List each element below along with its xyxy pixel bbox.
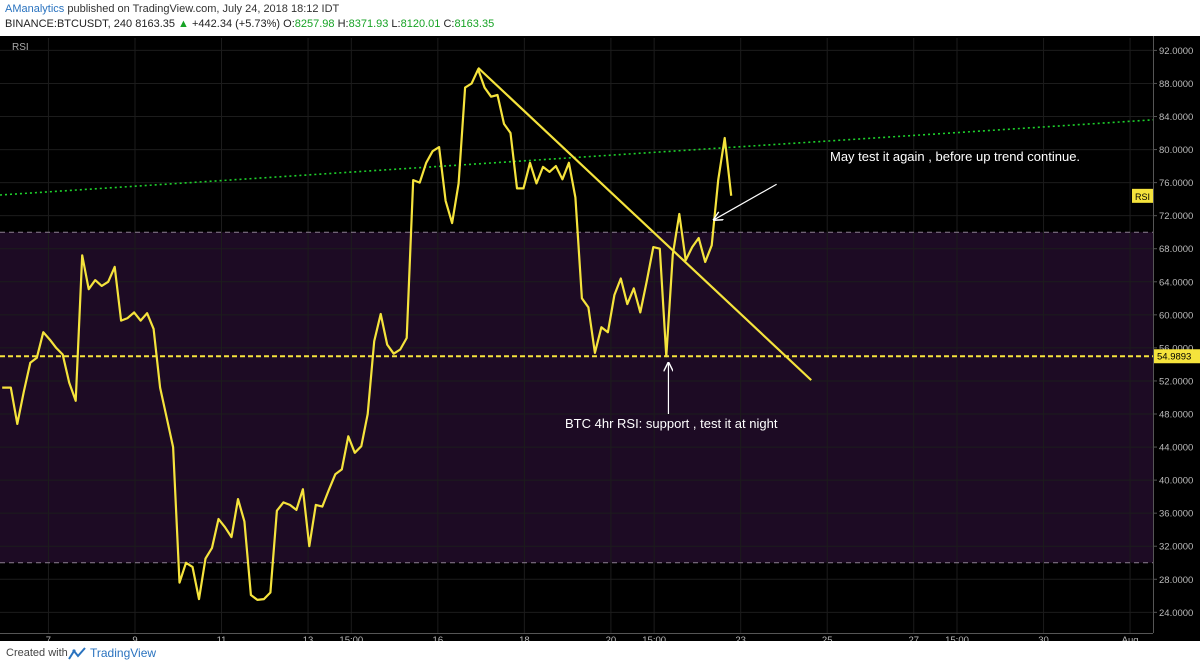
x-tick-label: 11 bbox=[217, 635, 227, 641]
support-price-badge: 54.9893 bbox=[1157, 352, 1191, 363]
rsi-band bbox=[0, 232, 1153, 563]
y-tick-label: 68.0000 bbox=[1159, 244, 1193, 255]
x-tick-label: 7 bbox=[46, 635, 51, 641]
y-tick-label: 32.0000 bbox=[1159, 542, 1193, 553]
rsi-badge: RSI bbox=[1135, 192, 1150, 202]
low-label: L: bbox=[391, 18, 401, 30]
y-tick-label: 36.0000 bbox=[1159, 509, 1193, 520]
y-tick-label: 60.0000 bbox=[1159, 310, 1193, 321]
indicator-label: RSI bbox=[12, 42, 29, 53]
y-tick-label: 56.0000 bbox=[1159, 343, 1193, 354]
y-tick-label: 64.0000 bbox=[1159, 277, 1193, 288]
y-tick-label: 80.0000 bbox=[1159, 145, 1193, 156]
publish-info: AManalytics published on TradingView.com… bbox=[5, 3, 339, 15]
low-value: 8120.01 bbox=[400, 18, 441, 30]
y-tick-label: 40.0000 bbox=[1159, 476, 1193, 487]
x-tick-label: 15:00 bbox=[945, 635, 969, 641]
open-value: 8257.98 bbox=[294, 18, 335, 30]
annotation-support: BTC 4hr RSI: support , test it at night bbox=[565, 416, 778, 431]
x-tick-label: 9 bbox=[132, 635, 137, 641]
x-tick-label: Aug bbox=[1122, 635, 1139, 641]
downtrend-line bbox=[477, 66, 812, 381]
x-tick-label: 30 bbox=[1038, 635, 1049, 641]
y-tick-label: 28.0000 bbox=[1159, 575, 1193, 586]
last-price: 8163.35 bbox=[135, 18, 175, 30]
x-tick-label: 16 bbox=[433, 635, 444, 641]
x-tick-label: 18 bbox=[519, 635, 530, 641]
high-label: H: bbox=[337, 18, 349, 30]
x-tick-label: 15:00 bbox=[642, 635, 666, 641]
published-text: published on TradingView.com, July 24, 2… bbox=[67, 3, 340, 15]
x-tick-label: 27 bbox=[908, 635, 919, 641]
close-label: C: bbox=[443, 18, 455, 30]
rsi-badge-box bbox=[1132, 188, 1153, 203]
symbol-label: BINANCE:BTCUSDT, 240 bbox=[5, 18, 133, 30]
x-tick-label: 25 bbox=[822, 635, 833, 641]
author-link[interactable]: AManalytics bbox=[5, 3, 65, 15]
rsi-series-line bbox=[2, 68, 733, 602]
y-tick-label: 44.0000 bbox=[1159, 443, 1193, 454]
x-tick-label: 23 bbox=[735, 635, 746, 641]
y-tick-label: 88.0000 bbox=[1159, 79, 1193, 90]
rsi-chart[interactable]: May test it again , before up trend cont… bbox=[0, 36, 1200, 646]
rsi-chart-svg[interactable]: May test it again , before up trend cont… bbox=[0, 36, 1200, 646]
close-value: 8163.35 bbox=[454, 18, 495, 30]
y-tick-label: 48.0000 bbox=[1159, 410, 1193, 421]
change-up-icon: ▲ bbox=[178, 18, 189, 30]
x-tick-label: 15:00 bbox=[339, 635, 363, 641]
support-price-badge-box bbox=[1154, 349, 1200, 364]
chart-header: AManalytics published on TradingView.com… bbox=[0, 0, 1200, 36]
y-tick-label: 92.0000 bbox=[1159, 46, 1193, 57]
ohlc-line: BINANCE:BTCUSDT, 240 8163.35 ▲ +442.34 (… bbox=[5, 18, 494, 30]
y-tick-label: 24.0000 bbox=[1159, 608, 1193, 619]
tradingview-brand[interactable]: TradingView bbox=[90, 646, 157, 660]
chart-footer: Created with TradingView bbox=[0, 641, 1200, 667]
tradingview-logo-icon[interactable] bbox=[68, 647, 86, 666]
y-tick-label: 52.0000 bbox=[1159, 376, 1193, 387]
open-label: O: bbox=[283, 18, 295, 30]
x-tick-label: 20 bbox=[606, 635, 617, 641]
created-with-text: Created with bbox=[6, 647, 68, 659]
y-tick-label: 72.0000 bbox=[1159, 211, 1193, 222]
high-value: 8371.93 bbox=[348, 18, 389, 30]
y-tick-label: 84.0000 bbox=[1159, 112, 1193, 123]
time-axis-bg bbox=[0, 633, 1200, 641]
annotation-retest: May test it again , before up trend cont… bbox=[830, 149, 1080, 164]
price-axis-bg bbox=[1153, 36, 1200, 641]
annotation-arrow-retest bbox=[714, 183, 777, 220]
change-value: +442.34 (+5.73%) bbox=[192, 18, 281, 30]
x-tick-label: 13 bbox=[303, 635, 314, 641]
y-tick-label: 76.0000 bbox=[1159, 178, 1193, 189]
